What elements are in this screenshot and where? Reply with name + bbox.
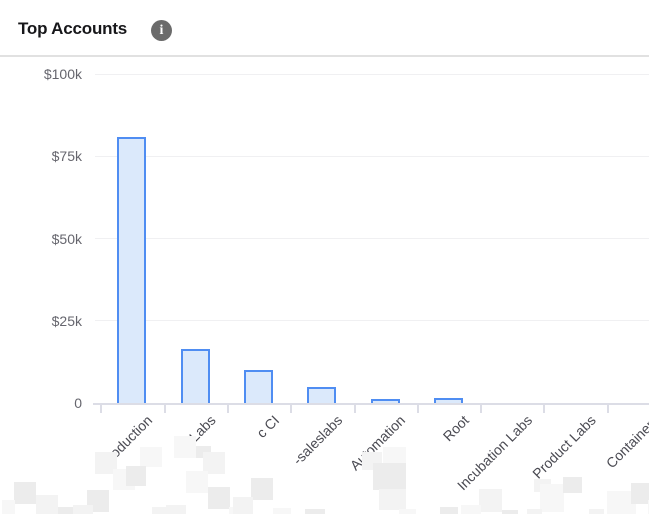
bar-saleslabs[interactable] [307, 386, 337, 403]
redaction-blur [73, 505, 93, 514]
x-axis-tick [353, 405, 356, 413]
redaction-blur [273, 508, 291, 514]
redaction-blur [563, 477, 582, 493]
redaction-blur [233, 497, 253, 514]
redaction-blur [208, 487, 230, 509]
redaction-blur [440, 507, 458, 514]
x-axis-tick [100, 405, 103, 413]
redaction-blur [461, 505, 481, 514]
redaction-blur [479, 489, 502, 512]
y-axis-label: $50k [51, 230, 82, 247]
bar-automation[interactable] [370, 398, 400, 403]
bar-production[interactable] [117, 136, 147, 403]
redaction-blur [14, 482, 36, 504]
gridline-100k [95, 73, 649, 75]
x-axis-tick [290, 405, 293, 413]
x-axis-line [93, 403, 649, 405]
x-axis-label-saleslabs: -saleslabs [289, 412, 346, 468]
redaction-blur [607, 491, 636, 514]
x-axis-tick [226, 405, 229, 413]
redaction-blur [152, 507, 170, 514]
x-axis-label-product-labs: Product Labs [528, 412, 599, 482]
x-axis-label-root: Root [439, 412, 472, 445]
redaction-blur [203, 452, 225, 474]
gridline-25k [95, 320, 649, 322]
y-axis-label: $25k [51, 312, 82, 329]
redaction-blur [631, 483, 649, 504]
redaction-blur [251, 478, 273, 500]
redaction-blur [126, 466, 146, 486]
info-icon[interactable]: i [151, 20, 172, 41]
redaction-blur [399, 509, 416, 514]
info-icon-glyph: i [159, 22, 164, 38]
y-axis-label: $100k [43, 66, 82, 82]
redaction-blur [383, 447, 406, 464]
redaction-blur [95, 452, 117, 474]
redaction-blur [305, 509, 325, 514]
redaction-blur [527, 509, 542, 514]
x-axis-tick [480, 405, 483, 413]
redaction-blur [166, 505, 186, 514]
bar-labs[interactable] [180, 348, 210, 403]
y-axis-label: 0 [74, 395, 82, 411]
redaction-blur [589, 509, 604, 514]
x-axis-label-containers: Containers [602, 412, 649, 472]
x-axis-tick [416, 405, 419, 413]
bar-c-ci[interactable] [244, 370, 274, 403]
bar-root[interactable] [433, 398, 463, 403]
y-axis-label: $75k [51, 148, 82, 165]
x-axis-tick [163, 405, 166, 413]
redaction-blur [58, 507, 76, 514]
gridline-50k [95, 238, 649, 239]
redaction-blur [502, 510, 518, 514]
x-axis-tick [606, 405, 609, 413]
gridline-75k [95, 155, 649, 157]
redaction-blur [140, 447, 162, 467]
redaction-blur [186, 471, 208, 493]
redaction-blur [36, 495, 58, 514]
redaction-blur [540, 484, 564, 512]
x-axis-label-c-ci: c CI [252, 412, 282, 441]
redaction-blur [2, 500, 15, 514]
header-divider [0, 55, 649, 57]
redaction-blur [174, 436, 196, 458]
redaction-blur [379, 489, 406, 510]
page-title: Top Accounts [18, 19, 128, 38]
x-axis-tick [543, 405, 546, 413]
redaction-blur [373, 463, 406, 490]
